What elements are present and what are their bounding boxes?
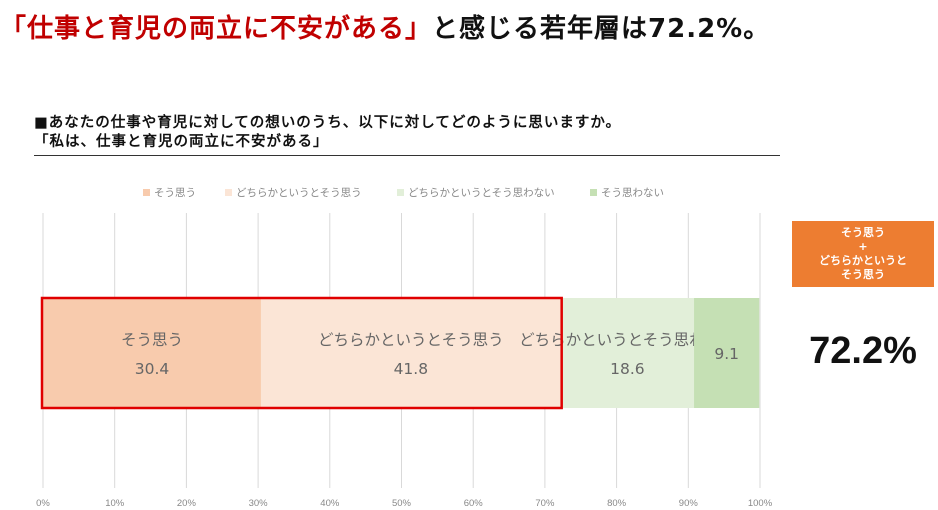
bar-segment (560, 298, 695, 408)
summary-total: 72.2% (809, 330, 917, 372)
x-tick-label: 0% (36, 498, 50, 509)
x-tick-label: 70% (535, 498, 555, 509)
x-tick-label: 40% (320, 498, 340, 509)
headline-rest: と感じる若年層は72.2%。 (432, 14, 771, 44)
bar-segment (260, 298, 561, 408)
segment-name-label: そう思う (121, 331, 183, 349)
legend-label: どちらかというとそう思う (236, 187, 362, 199)
highlight-box (40, 296, 563, 410)
x-tick-label: 20% (177, 498, 197, 509)
legend-item: そう思う (143, 185, 196, 200)
segment-name-label: どちらかというとそう思わない (519, 331, 736, 349)
summary-callout: そう思う + どちらかというと そう思う (792, 221, 934, 287)
legend-item: どちらかというとそう思う (225, 185, 362, 200)
data-label: 9.1 (714, 345, 739, 363)
x-tick-label: 30% (249, 498, 269, 509)
data-label: 41.8 (394, 360, 429, 378)
legend-label: どちらかというとそう思わない (408, 187, 555, 199)
legend-swatch (590, 189, 597, 196)
legend-item: どちらかというとそう思わない (397, 185, 555, 200)
legend-item: そう思わない (590, 185, 664, 200)
question-line-1: ■あなたの仕事や育児に対しての想いのうち、以下に対してどのように思いますか。 (34, 115, 622, 131)
legend-swatch (143, 189, 150, 196)
data-label: 18.6 (610, 360, 645, 378)
segment-name-label: どちらかというとそう思う (318, 331, 504, 349)
headline: 「仕事と育児の両立に不安がある」と感じる若年層は72.2%。 (0, 8, 938, 45)
x-tick-label: 10% (105, 498, 125, 509)
legend-swatch (225, 189, 232, 196)
x-tick-label: 80% (607, 498, 627, 509)
callout-line-1: そう思う (841, 226, 885, 239)
question-line-2: 「私は、仕事と育児の両立に不安がある」 (34, 134, 329, 150)
data-label: 30.4 (135, 360, 170, 378)
x-tick-label: 50% (392, 498, 412, 509)
callout-line-4: そう思う (841, 268, 885, 281)
callout-line-3: どちらかというと (819, 254, 907, 267)
callout-line-2: + (858, 240, 868, 253)
legend-label: そう思う (154, 187, 196, 199)
x-tick-label: 90% (679, 498, 699, 509)
headline-highlight: 「仕事と育児の両立に不安がある」 (0, 14, 433, 44)
x-tick-label: 60% (464, 498, 484, 509)
bar-segment (43, 298, 261, 408)
legend-swatch (397, 189, 404, 196)
survey-question: ■あなたの仕事や育児に対しての想いのうち、以下に対してどのように思いますか。 「… (34, 114, 621, 152)
legend-label: そう思わない (601, 187, 664, 199)
x-tick-label: 100% (748, 498, 773, 509)
question-divider (34, 155, 780, 156)
bar-segment (694, 298, 760, 408)
